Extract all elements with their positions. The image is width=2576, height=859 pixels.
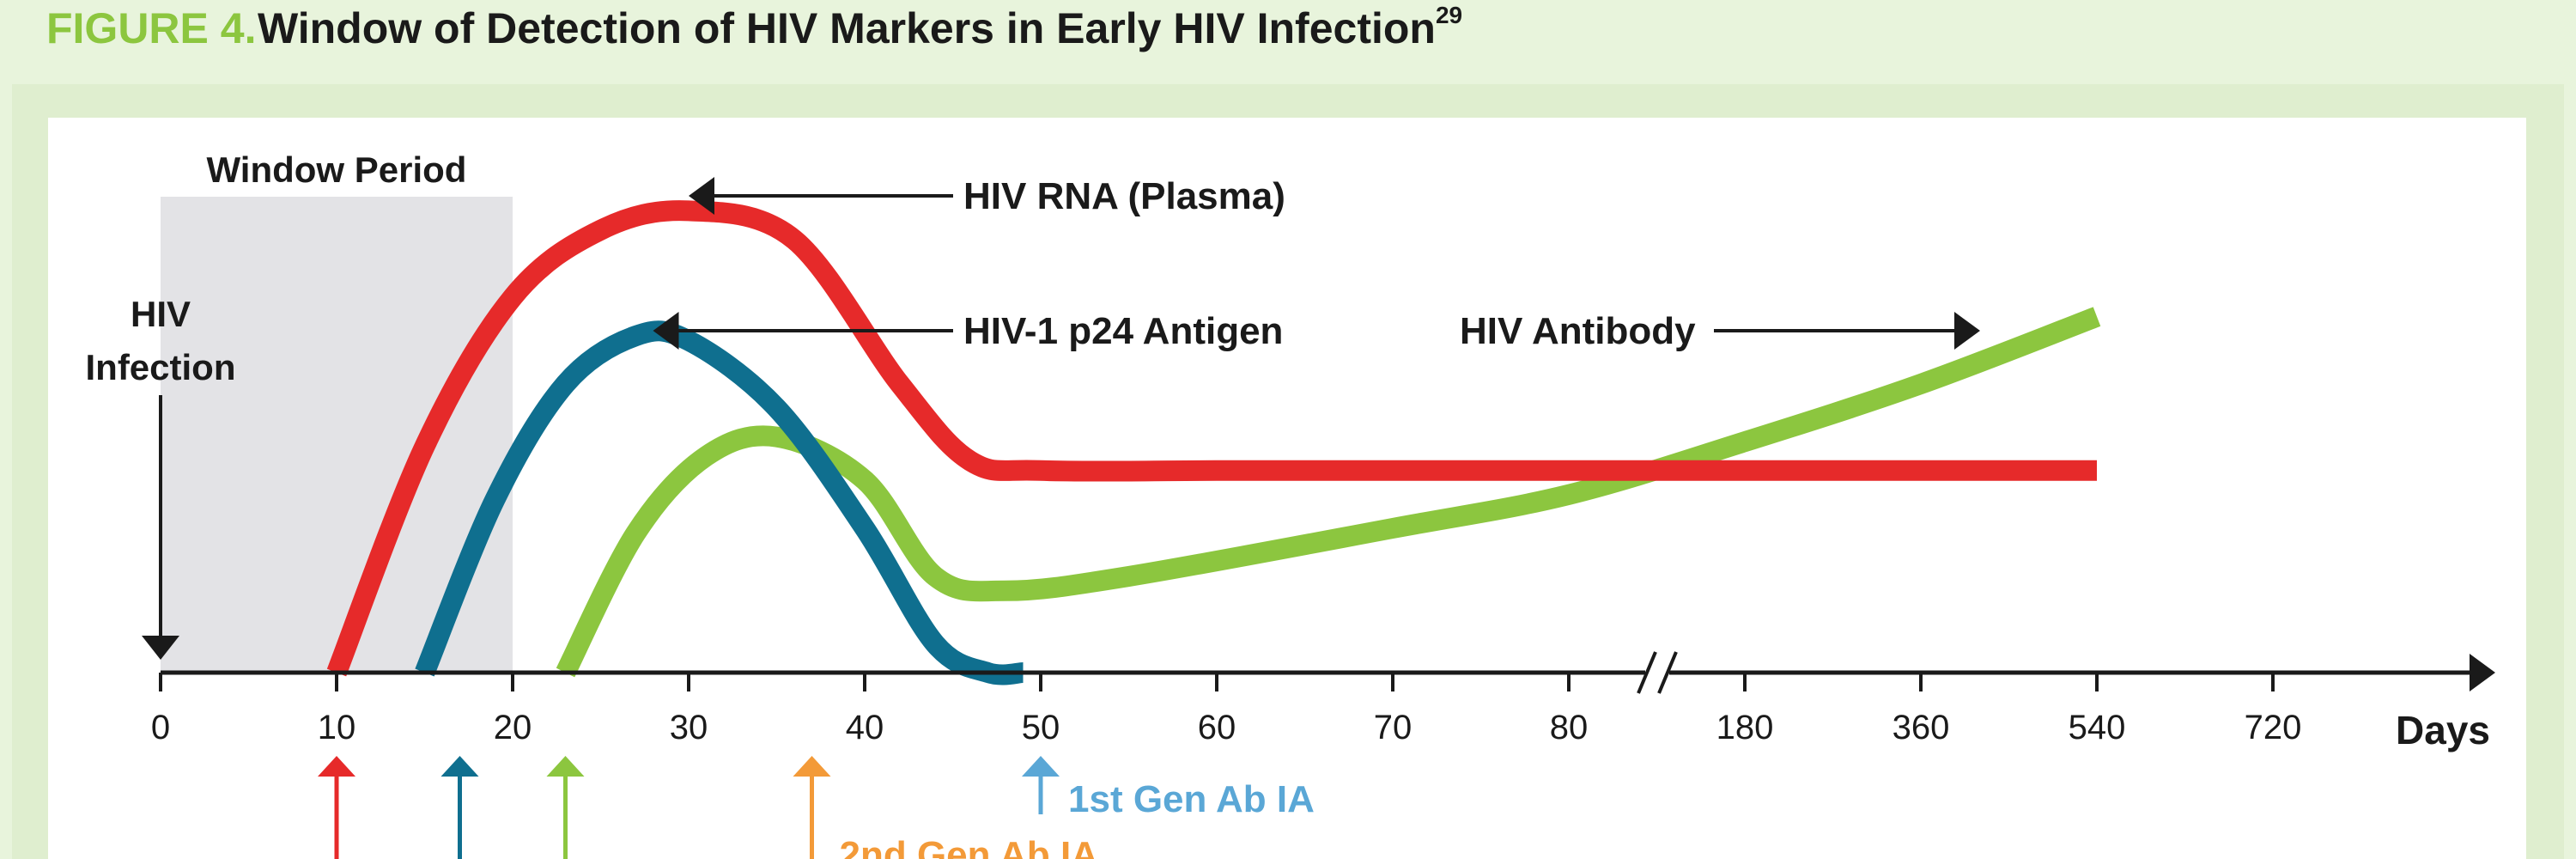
x-tick-label-80: 80 <box>1550 709 1589 746</box>
series-group <box>326 200 2101 685</box>
detection-window-chart: Window Period 0 10 20 30 40 50 60 70 80 180 360 540… <box>86 149 2495 859</box>
test-marker-label-2nd-gen-ab-ia: 2nd Gen Ab IA <box>840 834 1099 859</box>
rna-label-arrowhead <box>689 177 714 215</box>
x-tick-label-720: 720 <box>2245 709 2302 746</box>
test-marker-group: 2nd Gen Ab IA 1st Gen Ab IA <box>318 756 1315 859</box>
x-axis-arrowhead <box>2470 654 2495 691</box>
test-marker-arrowhead-marker-1 <box>440 756 479 777</box>
series-label-hiv-rna: HIV RNA (Plasma) <box>963 175 1285 217</box>
x-axis-break-mark-1 <box>1637 651 1657 694</box>
chart-panel: Window Period 0 10 20 30 40 50 60 70 80 180 360 540… <box>48 118 2526 859</box>
x-axis-group: 0 10 20 30 40 50 60 70 80 180 360 540 720 Days <box>151 651 2495 752</box>
figure-number: FIGURE 4. <box>46 4 257 52</box>
test-marker-arrowhead-2nd-gen-ab-ia <box>793 756 831 777</box>
test-marker-arrowhead-marker-0 <box>318 756 355 777</box>
infection-label-line1: HIV <box>131 294 191 334</box>
x-tick-label-0: 0 <box>151 709 170 746</box>
x-tick-label-30: 30 <box>670 709 708 746</box>
annotation-group: HIV Infection HIV RNA (Plasma) HIV-1 p24 An… <box>86 175 1980 660</box>
x-tick-label-40: 40 <box>846 709 884 746</box>
series-line-hiv-antibody <box>556 307 2101 678</box>
test-marker-arrowhead-marker-2 <box>546 756 585 777</box>
p24-label-arrowhead <box>653 312 679 350</box>
x-tick-label-20: 20 <box>494 709 532 746</box>
x-axis-break-gap <box>1645 667 1669 678</box>
x-tick-label-10: 10 <box>318 709 356 746</box>
x-tick-label-180: 180 <box>1716 709 1774 746</box>
series-label-p24: HIV-1 p24 Antigen <box>963 310 1283 352</box>
infection-label-line2: Infection <box>86 347 236 387</box>
test-marker-arrowhead-1st-gen-ab-ia <box>1022 756 1060 777</box>
x-tick-label-60: 60 <box>1198 709 1236 746</box>
series-label-antibody: HIV Antibody <box>1460 310 1696 352</box>
x-tick-label-70: 70 <box>1374 709 1413 746</box>
series-line-hiv-rna-plasma- <box>326 200 2097 677</box>
x-tick-label-360: 360 <box>1893 709 1950 746</box>
test-marker-label-1st-gen-ab-ia: 1st Gen Ab IA <box>1068 778 1315 820</box>
window-period-label: Window Period <box>207 149 467 190</box>
figure-title-text: Window of Detection of HIV Markers in Ea… <box>258 4 1436 52</box>
x-tick-label-50: 50 <box>1022 709 1060 746</box>
series-line-hiv-1-p24-antigen <box>415 320 1024 685</box>
antibody-label-arrowhead <box>1954 312 1980 350</box>
figure-title: Window of Detection of HIV Markers in Ea… <box>258 2 1463 53</box>
x-axis-break-mark-2 <box>1657 651 1678 694</box>
figure-header: FIGURE 4. Window of Detection of HIV Mar… <box>0 0 2576 74</box>
x-tick-label-540: 540 <box>2069 709 2126 746</box>
x-axis-title: Days <box>2396 708 2490 752</box>
infection-arrowhead <box>142 636 179 660</box>
figure-citation: 29 <box>1435 2 1463 28</box>
